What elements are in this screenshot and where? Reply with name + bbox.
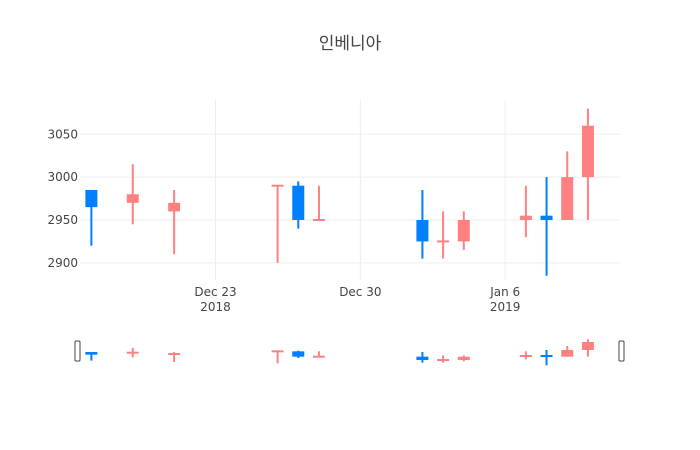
candle-body — [416, 220, 429, 242]
slider-candle — [271, 350, 284, 364]
x-tick-year-label: 2019 — [490, 300, 521, 314]
candle-body — [561, 177, 574, 220]
candle-body — [271, 184, 284, 187]
y-tick-label: 3050 — [47, 127, 78, 141]
candle — [85, 190, 98, 246]
candle-body — [437, 240, 450, 243]
slider-candle — [457, 355, 470, 362]
slider-candle — [126, 348, 139, 358]
candle — [561, 151, 574, 220]
y-tick-label: 2900 — [47, 256, 78, 270]
x-tick-year-label: 2018 — [200, 300, 231, 314]
slider-candle-body — [168, 353, 181, 355]
candle-body — [540, 215, 553, 220]
candle-body — [519, 215, 532, 220]
candle — [519, 185, 532, 238]
slider-candle-body — [561, 350, 574, 357]
slider-candle-body — [581, 342, 594, 350]
grid-lines — [80, 100, 620, 280]
slider-candle — [519, 351, 532, 360]
candle — [437, 211, 450, 259]
slider-candle — [85, 352, 98, 361]
slider-candle — [540, 350, 553, 366]
candle — [126, 164, 139, 225]
y-tick-label: 2950 — [47, 213, 78, 227]
slider-candle — [292, 350, 305, 358]
range-slider[interactable] — [74, 339, 625, 366]
x-tick-label: Dec 23 — [194, 285, 236, 299]
slider-candle-body — [437, 359, 450, 361]
slider-candle-body — [271, 350, 284, 353]
slider-candle-body — [85, 352, 98, 355]
candle-body — [457, 220, 470, 242]
slider-candle — [561, 346, 574, 357]
y-tick-label: 3000 — [47, 170, 78, 184]
candle — [581, 108, 594, 220]
candle — [457, 211, 470, 250]
y-axis-ticks: 2900 2950 3000 3050 — [47, 127, 78, 270]
slider-candle-body — [126, 351, 139, 354]
candle — [271, 184, 284, 263]
slider-candle — [437, 355, 450, 363]
x-tick-label: Dec 30 — [339, 285, 381, 299]
candle-body — [292, 185, 305, 220]
candle — [540, 177, 553, 276]
slider-candle-body — [457, 356, 470, 360]
candle-body — [312, 219, 325, 221]
slider-candle-body — [292, 351, 305, 357]
slider-candle — [416, 352, 429, 363]
candle-body — [85, 190, 98, 208]
chart-title: 인베니아 — [319, 34, 382, 54]
candles — [85, 108, 594, 276]
slider-candle-body — [519, 355, 532, 357]
candle-body — [168, 202, 181, 212]
candle-body — [581, 125, 594, 178]
slider-candle — [312, 351, 325, 358]
range-slider-left-handle[interactable] — [74, 340, 81, 362]
slider-candle — [168, 352, 181, 362]
x-tick-label: Jan 6 — [489, 285, 520, 299]
slider-candle-body — [416, 356, 429, 360]
candle-body — [126, 194, 139, 203]
candle — [312, 185, 325, 221]
slider-candle — [581, 339, 594, 357]
candle — [292, 181, 305, 229]
slider-candle-body — [312, 355, 325, 358]
candle — [168, 190, 181, 255]
range-slider-right-handle[interactable] — [618, 340, 625, 362]
slider-candle-body — [540, 355, 553, 357]
candle — [416, 190, 429, 259]
